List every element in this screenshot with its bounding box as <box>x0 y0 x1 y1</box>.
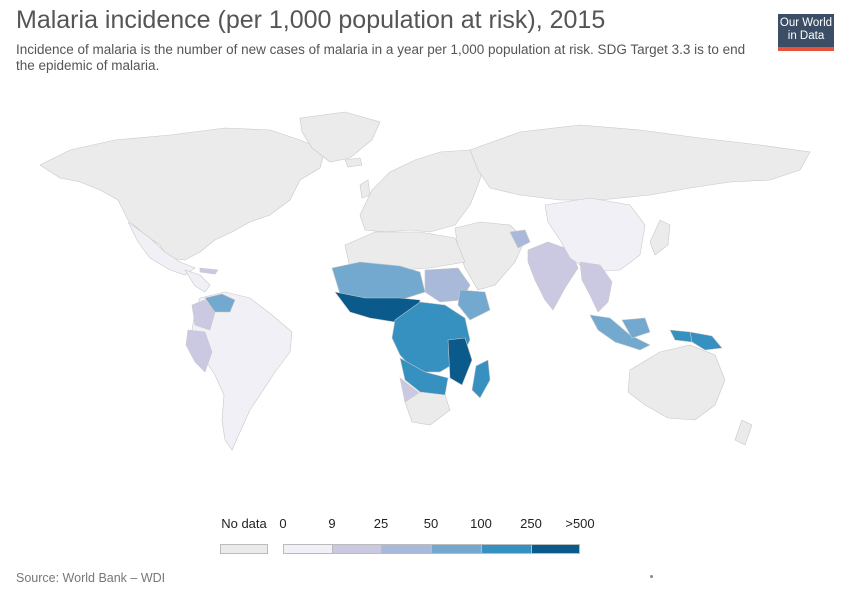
legend-tick-500: >500 <box>565 516 595 531</box>
region-iceland <box>344 157 363 168</box>
region-southern-africa <box>404 391 451 426</box>
world-map <box>39 111 811 451</box>
source-note: Source: World Bank – WDI <box>16 571 166 585</box>
legend-tick-9: 9 <box>328 516 336 531</box>
region-uk <box>359 179 371 199</box>
logo-accent-bar <box>778 47 834 51</box>
legend-swatch-100-250 <box>481 544 532 554</box>
region-madagascar <box>471 359 491 399</box>
chart-subtitle: Incidence of malaria is the number of ne… <box>16 42 746 73</box>
region-greenland <box>299 111 381 163</box>
chart-title: Malaria incidence (per 1,000 population … <box>16 6 606 34</box>
logo-line-2: in Data <box>787 30 825 42</box>
legend: No data 0 9 25 50 100 250 >500 <box>0 500 850 570</box>
region-australia <box>627 344 726 421</box>
region-papua-west <box>669 329 693 343</box>
legend-swatch-25-50 <box>381 544 432 554</box>
region-southeast-asia <box>579 261 613 313</box>
legend-tick-100: 100 <box>470 516 492 531</box>
region-north-america <box>39 127 326 261</box>
legend-no-data-swatch <box>220 544 268 554</box>
legend-swatch-250-500 <box>531 544 580 554</box>
region-central-america <box>184 269 211 293</box>
region-peru <box>185 329 213 373</box>
region-new-zealand <box>734 419 753 446</box>
region-afghanistan <box>509 229 531 249</box>
region-east-africa-dark <box>447 337 473 386</box>
owid-logo[interactable]: Our World in Data <box>778 14 834 51</box>
legend-no-data-label: No data <box>221 516 267 531</box>
region-japan <box>649 219 671 256</box>
region-horn-of-africa <box>457 289 491 321</box>
legend-tick-0: 0 <box>279 516 287 531</box>
legend-swatch-9-25 <box>332 544 382 554</box>
legend-swatch-50-100 <box>431 544 482 554</box>
region-china <box>544 197 646 273</box>
legend-swatch-0-9 <box>283 544 333 554</box>
region-russia <box>469 124 811 201</box>
legend-tick-50: 50 <box>423 516 439 531</box>
region-caribbean <box>199 267 219 275</box>
region-indonesia-east <box>621 317 651 339</box>
region-europe <box>359 149 486 233</box>
decorative-dot <box>650 575 653 578</box>
legend-tick-250: 250 <box>520 516 542 531</box>
legend-tick-25: 25 <box>373 516 389 531</box>
region-indonesia-west <box>589 314 651 351</box>
region-colombia <box>191 299 216 331</box>
region-india <box>527 241 579 311</box>
logo-line-1: Our World <box>779 17 833 29</box>
